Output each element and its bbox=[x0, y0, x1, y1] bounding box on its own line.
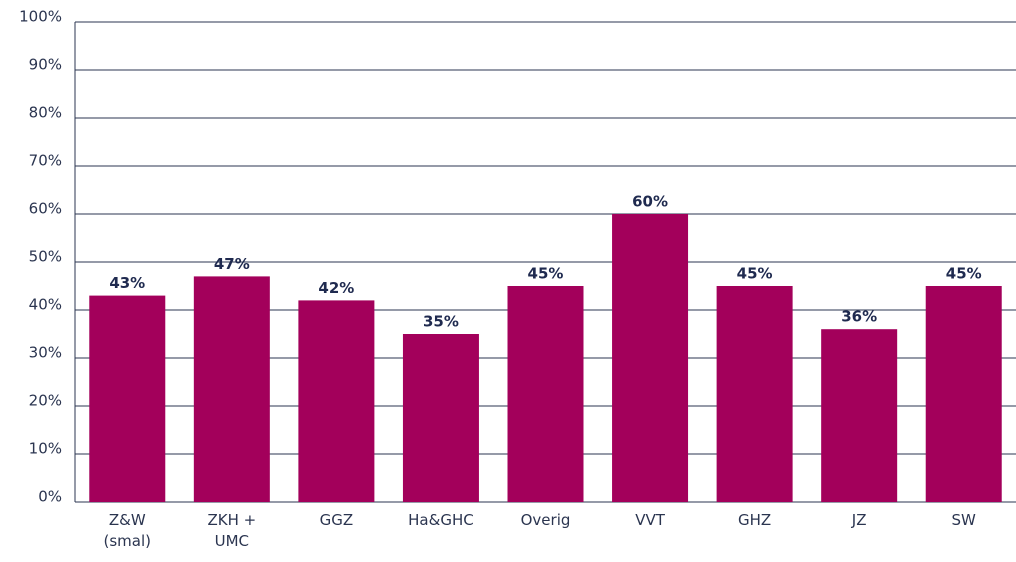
y-tick-label: 70% bbox=[29, 152, 62, 170]
y-tick-label: 80% bbox=[29, 104, 62, 122]
x-tick-label: Z&W (smal) bbox=[103, 511, 152, 550]
y-tick-label: 50% bbox=[29, 248, 62, 266]
x-tick-label: Overig bbox=[520, 511, 571, 529]
y-tick-label: 0% bbox=[38, 488, 62, 506]
x-tick-label: Ha&GHC bbox=[408, 511, 474, 529]
bar bbox=[716, 286, 793, 502]
bar bbox=[89, 295, 166, 502]
bar bbox=[298, 300, 375, 502]
x-tick-label: VVT bbox=[635, 511, 665, 529]
data-label: 45% bbox=[528, 265, 564, 283]
y-tick-label: 10% bbox=[29, 440, 62, 458]
data-label: 45% bbox=[946, 265, 982, 283]
x-tick-label: GGZ bbox=[319, 511, 354, 529]
bar bbox=[821, 329, 898, 502]
bar bbox=[925, 286, 1002, 502]
data-label: 42% bbox=[318, 279, 354, 297]
data-label: 60% bbox=[632, 193, 668, 211]
y-tick-label: 20% bbox=[29, 392, 62, 410]
bar bbox=[193, 276, 270, 502]
bar bbox=[612, 214, 689, 502]
y-tick-label: 30% bbox=[29, 344, 62, 362]
bar bbox=[507, 286, 584, 502]
data-label: 43% bbox=[109, 274, 145, 292]
x-tick-label: ZKH + UMC bbox=[207, 511, 257, 550]
x-tick-label: SW bbox=[951, 511, 976, 529]
data-label: 35% bbox=[423, 313, 459, 331]
bar bbox=[402, 334, 479, 502]
x-tick-label: JZ bbox=[851, 511, 867, 529]
y-tick-label: 90% bbox=[29, 56, 62, 74]
x-tick-label: GHZ bbox=[738, 511, 772, 529]
data-label: 47% bbox=[214, 255, 250, 273]
y-tick-label: 60% bbox=[29, 200, 62, 218]
y-tick-label: 100% bbox=[19, 8, 62, 26]
data-label: 36% bbox=[841, 308, 877, 326]
data-label: 45% bbox=[737, 265, 773, 283]
y-tick-label: 40% bbox=[29, 296, 62, 314]
